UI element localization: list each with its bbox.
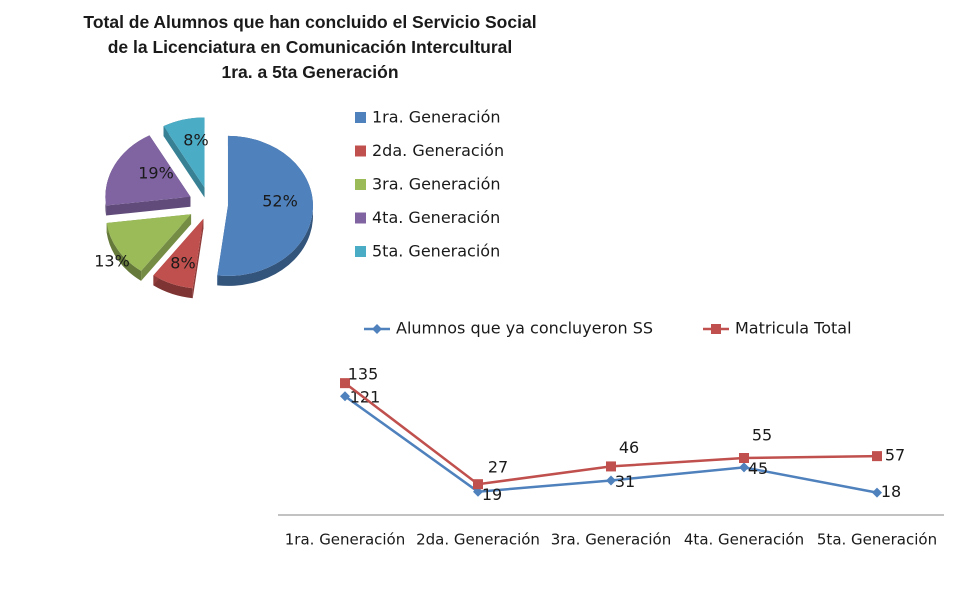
chart-title-line-1: Total de Alumnos que han concluido el Se… [83, 12, 537, 32]
pie-slice-side-2 [153, 275, 193, 299]
series-1-data-label-5: 18 [881, 482, 901, 501]
pie-data-label-3: 13% [94, 252, 130, 271]
series-2-point-2 [473, 479, 483, 490]
line-legend-label-2: Matricula Total [735, 319, 852, 338]
pie-slice-2 [153, 218, 204, 289]
chart-title: Total de Alumnos que han concluido el Se… [40, 10, 580, 85]
x-tick-label-1: 1ra. Generación [285, 531, 405, 549]
pie-legend-swatch-1 [355, 112, 366, 123]
series-1-point-1 [340, 391, 350, 402]
pie-chart: 52% 8% 13% 19% 8% [94, 117, 313, 299]
pie-legend-swatch-4 [355, 212, 366, 224]
pie-legend-label-2: 2da. Generación [372, 141, 504, 160]
pie-legend-swatch-5 [355, 246, 366, 257]
chart-title-line-2: de la Licenciatura en Comunicación Inter… [107, 37, 513, 57]
pie-legend: 1ra. Generación 2da. Generación 3ra. Gener… [355, 108, 504, 261]
series-2-data-label-2: 27 [488, 458, 508, 477]
line-legend-marker-2 [711, 324, 721, 334]
pie-slice-5 [163, 117, 205, 188]
x-tick-label-3: 3ra. Generación [551, 531, 671, 549]
pie-legend-swatch-3 [355, 179, 366, 190]
pie-legend-label-5: 5ta. Generación [372, 242, 500, 261]
series-2-point-1 [340, 378, 350, 389]
pie-legend-label-4: 4ta. Generación [372, 208, 500, 227]
pie-slice-wall-a-4 [106, 196, 191, 216]
pie-slice-wall-a-2 [192, 218, 204, 299]
pie-slice-wall-a-5 [163, 126, 205, 198]
x-tick-label-4: 4ta. Generación [684, 531, 804, 549]
series-1-point-3 [606, 475, 616, 486]
series-1-data-label-2: 19 [482, 485, 502, 504]
pie-data-label-5: 8% [183, 131, 208, 150]
x-tick-label-2: 2da. Generación [416, 531, 540, 549]
pie-slice-wall-a-3 [141, 214, 192, 281]
x-tick-label-5: 5ta. Generación [817, 531, 937, 549]
pie-slice-3 [106, 214, 192, 271]
series-2-point-4 [739, 453, 749, 464]
series-1-point-5 [872, 487, 882, 498]
series-2-data-label-5: 57 [885, 446, 905, 465]
series-2-point-3 [606, 461, 616, 472]
chart-title-line-3: 1ra. a 5ta Generación [221, 62, 399, 82]
pie-slice-side-3 [106, 222, 142, 281]
line-legend-marker-1 [372, 324, 382, 334]
series-2-data-label-3: 46 [619, 438, 639, 457]
series-1-data-label-3: 31 [615, 472, 635, 491]
pie-data-label-1: 52% [262, 192, 298, 211]
pie-legend-label-3: 3ra. Generación [372, 175, 501, 194]
pie-legend-label-1: 1ra. Generación [372, 108, 501, 127]
series-2-data-label-4: 55 [752, 426, 772, 445]
pie-legend-swatch-2 [355, 145, 366, 157]
series-2-point-5 [872, 451, 882, 462]
series-1-data-label-4: 45 [748, 459, 768, 478]
series-1-point-4 [739, 462, 749, 473]
line-legend: Alumnos que ya concluyeron SS Matricula T… [364, 319, 852, 338]
pie-slice-4 [105, 135, 191, 206]
pie-slice-1 [217, 135, 313, 276]
line-legend-label-1: Alumnos que ya concluyeron SS [396, 319, 653, 338]
pie-data-label-4: 19% [138, 164, 174, 183]
series-2-data-label-1: 135 [348, 365, 379, 384]
pie-data-label-2: 8% [170, 254, 195, 273]
